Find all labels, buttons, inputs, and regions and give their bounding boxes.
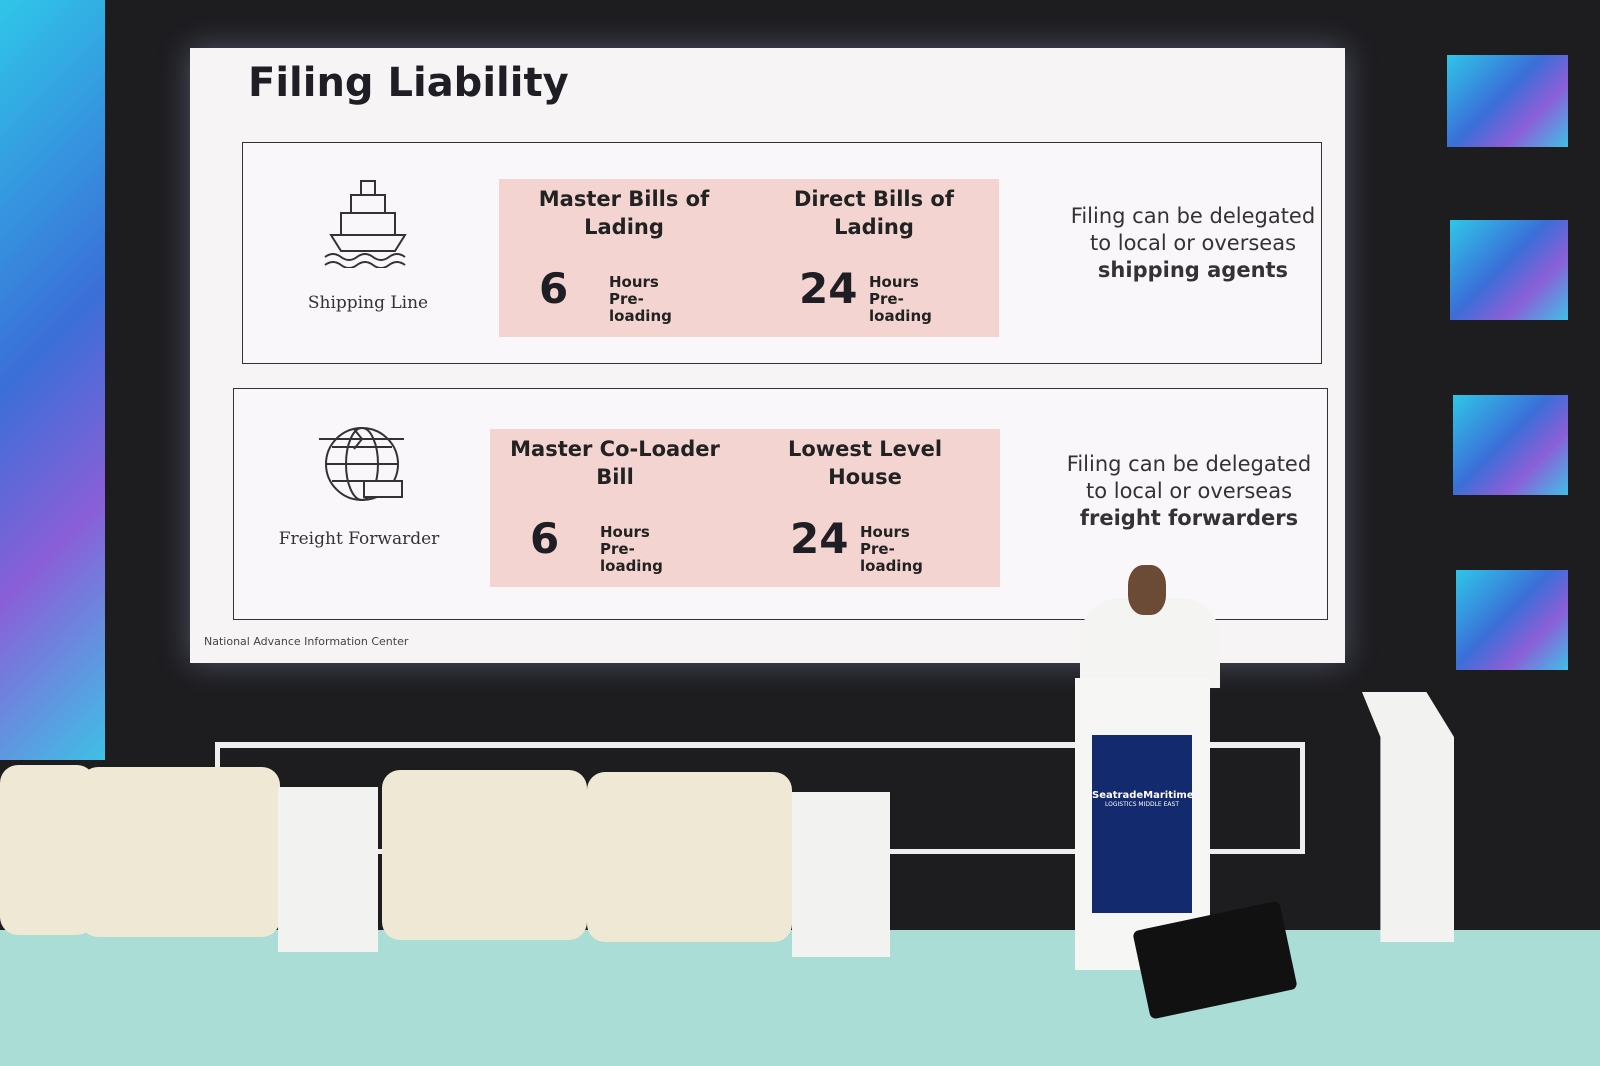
ship-icon xyxy=(324,180,407,269)
item-unit: Hours Pre-loading xyxy=(609,273,672,325)
highlight-panel: Master Co-Loader Bill 6 Hours Pre-loading L… xyxy=(490,429,1000,587)
item-number: 24 xyxy=(790,514,849,563)
item-number: 24 xyxy=(799,264,858,313)
slide: Filing Liability National Advance Inform… xyxy=(190,48,1345,663)
slide-footer: National Advance Information Center xyxy=(204,635,409,648)
slide-title: Filing Liability xyxy=(248,60,569,106)
item-heading: Master Co-Loader Bill xyxy=(510,437,720,489)
led-panel xyxy=(1453,395,1568,495)
slide-row: Freight Forwarder Master Co-Loader Bill 6 H… xyxy=(233,388,1328,620)
slide-row: Shipping Line Master Bills of Lading 6 Hour… xyxy=(242,142,1322,364)
item-unit: Hours Pre-loading xyxy=(869,273,932,325)
speaker-face xyxy=(1128,565,1166,615)
lectern-stand xyxy=(1362,692,1454,942)
item-unit: Hours Pre-loading xyxy=(860,523,923,575)
globe-icon xyxy=(319,427,404,501)
note-bold: freight forwarders xyxy=(1079,506,1299,530)
item-heading: Lowest Level House xyxy=(787,437,943,489)
led-panel xyxy=(1450,220,1568,320)
side-table xyxy=(278,787,378,952)
row-icon xyxy=(323,173,413,272)
row-label: Shipping Line xyxy=(307,293,429,313)
armchair xyxy=(382,770,587,940)
item-number: 6 xyxy=(539,264,569,313)
highlight-panel: Master Bills of Lading 6 Hours Pre-loading… xyxy=(499,179,999,337)
side-table xyxy=(792,792,890,957)
row-note: Filing can be delegated to local or over… xyxy=(1068,203,1318,284)
note-bold: shipping agents xyxy=(1097,258,1289,282)
led-panel xyxy=(1456,570,1568,670)
item-heading: Direct Bills of Lading xyxy=(793,187,954,239)
led-wall xyxy=(0,0,105,760)
note-text: Filing can be delegated to local or over… xyxy=(1066,452,1312,503)
armchair xyxy=(80,767,280,937)
item-number: 6 xyxy=(530,514,560,563)
item-unit: Hours Pre-loading xyxy=(600,523,663,575)
row-note: Filing can be delegated to local or over… xyxy=(1064,451,1314,532)
podium-panel: SeatradeMaritime LOGISTICS MIDDLE EAST xyxy=(1092,735,1194,913)
note-text: Filing can be delegated to local or over… xyxy=(1070,204,1316,255)
item-heading: Master Bills of Lading xyxy=(538,187,710,239)
armchair xyxy=(0,765,95,935)
armchair xyxy=(587,772,792,942)
row-icon xyxy=(314,419,409,513)
row-label: Freight Forwarder xyxy=(278,529,440,549)
podium-subtitle: LOGISTICS MIDDLE EAST xyxy=(1104,801,1179,808)
led-panel xyxy=(1447,55,1568,147)
podium-brand: SeatradeMaritime xyxy=(1092,790,1194,801)
